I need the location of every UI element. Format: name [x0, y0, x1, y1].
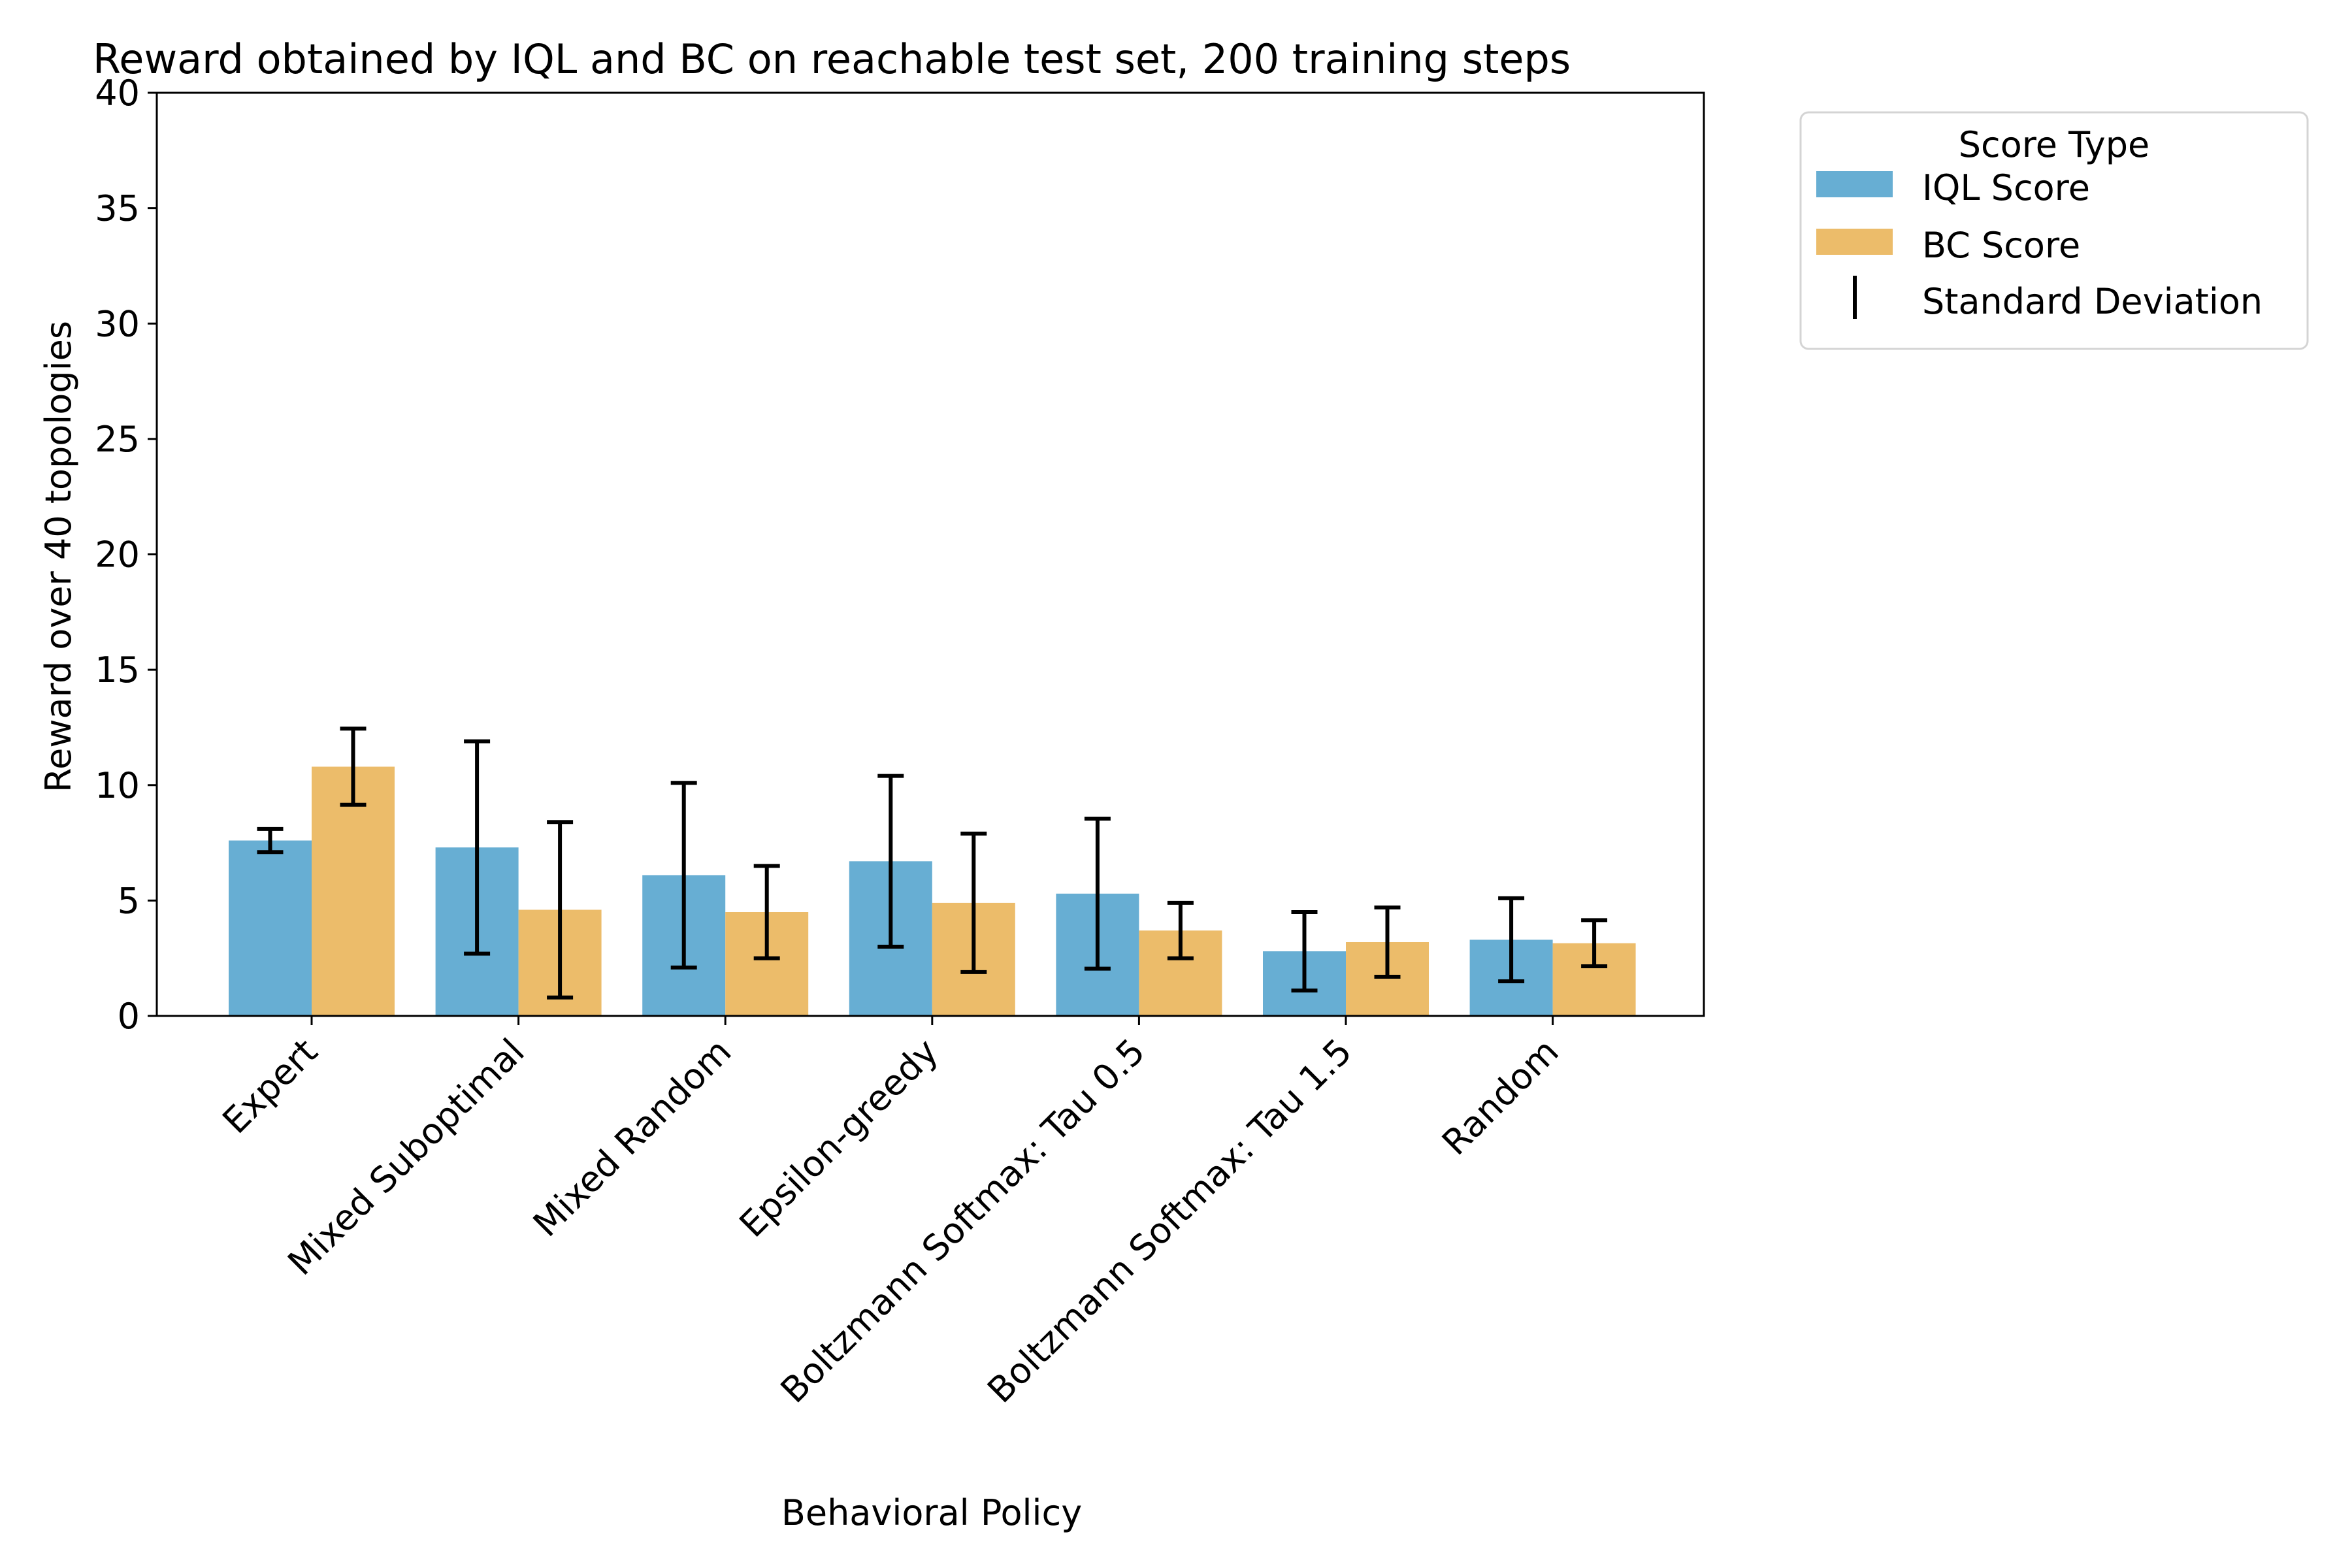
- error-bar-iql-0: [257, 826, 284, 855]
- x-tick-label-4: Boltzmann Softmax: Tau 0.5: [773, 1031, 1153, 1411]
- y-tick-label-8: 40: [95, 73, 140, 114]
- error-bar-bc-6: [1581, 918, 1608, 969]
- error-bar-iql-3: [877, 774, 904, 949]
- bar-iql-0: [229, 840, 312, 1016]
- error-bar-iql-1: [464, 739, 491, 956]
- x-tick-label-2: Mixed Random: [525, 1031, 739, 1245]
- x-tick-label-6: Random: [1434, 1031, 1567, 1164]
- y-tick-label-5: 25: [95, 419, 140, 460]
- chart-title: Reward obtained by IQL and BC on reachab…: [93, 35, 1571, 83]
- error-bar-bc-5: [1374, 905, 1401, 979]
- y-tick-label-4: 20: [95, 534, 140, 576]
- x-tick-label-5: Boltzmann Softmax: Tau 1.5: [979, 1031, 1360, 1411]
- x-tick-label-0: Expert: [215, 1031, 326, 1142]
- error-bar-iql-5: [1291, 910, 1318, 993]
- y-tick-label-0: 0: [118, 996, 140, 1037]
- y-tick-label-2: 10: [95, 765, 140, 806]
- x-tick-label-3: Epsilon-greedy: [732, 1031, 946, 1245]
- error-bar-bc-0: [340, 727, 367, 807]
- x-tick-label-1: Mixed Suboptimal: [280, 1031, 532, 1283]
- y-tick-label-1: 5: [118, 880, 140, 921]
- error-bar-bc-3: [960, 831, 987, 974]
- error-bar-bc-2: [753, 864, 780, 960]
- error-bar-bc-4: [1167, 900, 1194, 960]
- error-bar-iql-2: [670, 781, 697, 970]
- x-axis-label: Behavioral Policy: [781, 1492, 1082, 1533]
- y-tick-label-6: 30: [95, 303, 140, 344]
- legend-swatch-iql: [1816, 171, 1893, 197]
- y-tick-label-3: 15: [95, 649, 140, 691]
- error-bar-iql-4: [1084, 816, 1111, 971]
- y-axis-label: Reward over 40 topologies: [38, 321, 79, 792]
- y-tick-label-7: 35: [95, 188, 140, 229]
- legend-label-std: Standard Deviation: [1922, 281, 2262, 322]
- legend-label-iql: IQL Score: [1922, 167, 2090, 208]
- legend-label-bc: BC Score: [1922, 225, 2080, 266]
- legend-title: Score Type: [1959, 124, 2149, 165]
- error-bar-bc-1: [547, 820, 574, 1000]
- legend-swatch-bc: [1816, 229, 1893, 255]
- bar-bc-0: [312, 766, 395, 1016]
- error-bar-iql-6: [1498, 896, 1525, 984]
- legend-box: [1799, 111, 2309, 350]
